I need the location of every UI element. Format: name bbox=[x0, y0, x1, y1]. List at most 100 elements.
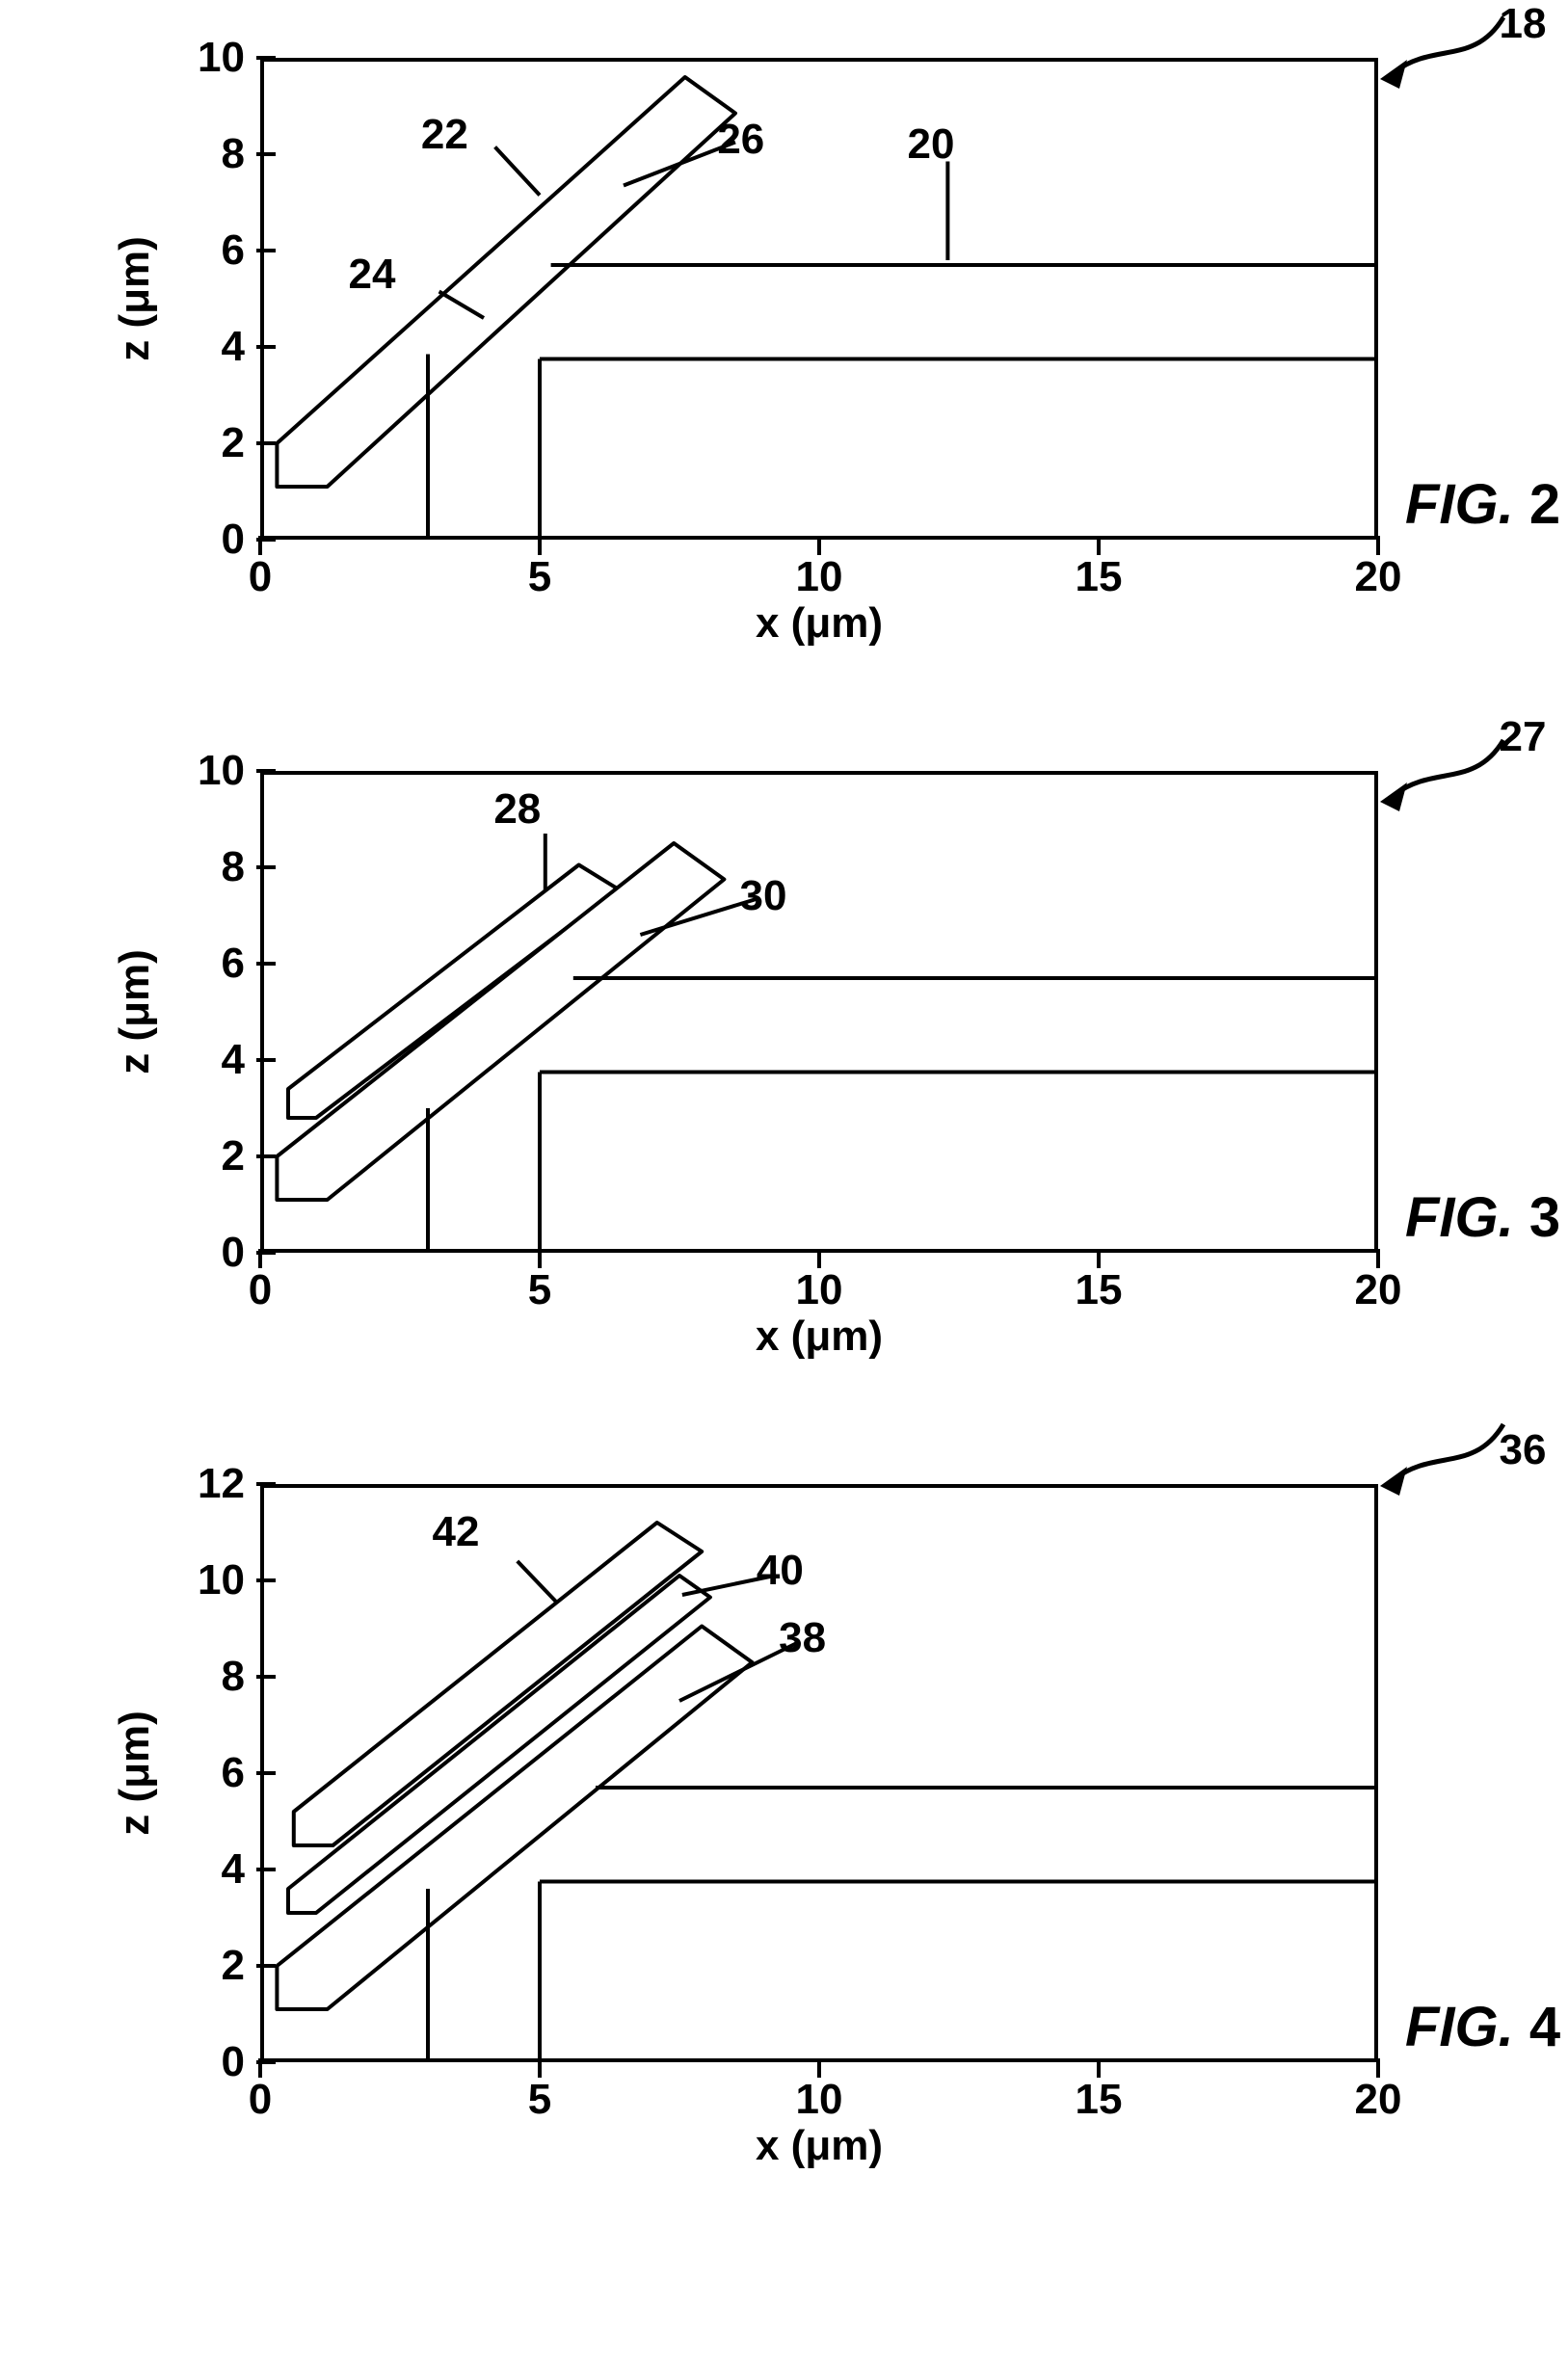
y-tick-label: 0 bbox=[222, 2038, 245, 2086]
figure-caption: FIG. 4 bbox=[1405, 1995, 1560, 2059]
ref-arrow-leader bbox=[1395, 1424, 1503, 1478]
x-tick-label: 0 bbox=[249, 2076, 272, 2124]
y-tick bbox=[256, 1771, 276, 1775]
figure-page: 051015200246810x (μm)z (μm)2226242018FIG… bbox=[19, 39, 1568, 2188]
figure-caption-number: 2 bbox=[1529, 473, 1560, 536]
x-tick-label: 10 bbox=[796, 553, 843, 601]
callout-number: 26 bbox=[717, 116, 764, 164]
y-tick bbox=[256, 865, 276, 869]
x-tick bbox=[817, 536, 821, 555]
figure-ref-number: 18 bbox=[1500, 0, 1547, 48]
y-tick-label: 2 bbox=[222, 419, 245, 467]
y-axis-label: z (μm) bbox=[111, 1710, 159, 1836]
figure-caption-prefix: FIG. bbox=[1405, 1996, 1529, 2058]
ref-arrow-head bbox=[1380, 60, 1407, 89]
x-tick-label: 5 bbox=[528, 553, 551, 601]
x-tick-label: 10 bbox=[796, 2076, 843, 2124]
callout-number: 42 bbox=[433, 1508, 480, 1556]
x-tick-label: 0 bbox=[249, 553, 272, 601]
ref-arrow-leader bbox=[1395, 740, 1503, 794]
figure-caption-number: 4 bbox=[1529, 1996, 1560, 2058]
y-tick bbox=[256, 962, 276, 966]
x-tick bbox=[538, 536, 542, 555]
y-tick-label: 8 bbox=[222, 843, 245, 891]
y-tick bbox=[256, 1058, 276, 1062]
y-tick bbox=[256, 1482, 276, 1486]
y-axis-label: z (μm) bbox=[111, 949, 159, 1074]
y-tick bbox=[256, 441, 276, 445]
callout-number: 38 bbox=[779, 1614, 826, 1662]
x-tick-label: 15 bbox=[1076, 1266, 1123, 1314]
ref-arrow-head bbox=[1380, 782, 1407, 811]
x-tick-label: 20 bbox=[1355, 1266, 1402, 1314]
callout-number: 40 bbox=[757, 1547, 804, 1595]
y-tick bbox=[256, 1675, 276, 1679]
y-tick bbox=[256, 152, 276, 156]
y-tick-label: 8 bbox=[222, 130, 245, 178]
x-tick bbox=[1097, 1249, 1101, 1268]
y-tick bbox=[256, 249, 276, 252]
x-tick bbox=[538, 2058, 542, 2078]
figure-caption-number: 3 bbox=[1529, 1186, 1560, 1249]
callout-number: 20 bbox=[908, 120, 955, 169]
callout-number: 24 bbox=[349, 251, 396, 299]
plot-area bbox=[260, 771, 1378, 1253]
x-tick bbox=[817, 1249, 821, 1268]
y-tick-label: 0 bbox=[222, 1229, 245, 1277]
y-tick bbox=[256, 2060, 276, 2064]
callout-number: 30 bbox=[740, 872, 787, 920]
figure-caption: FIG. 2 bbox=[1405, 472, 1560, 537]
figure-ref-number: 36 bbox=[1500, 1426, 1547, 1474]
y-tick-label: 10 bbox=[198, 1556, 245, 1604]
x-tick bbox=[1097, 2058, 1101, 2078]
y-tick bbox=[256, 769, 276, 773]
figure-ref-number: 27 bbox=[1500, 713, 1547, 761]
callout-number: 28 bbox=[493, 785, 541, 834]
x-axis-label: x (μm) bbox=[756, 1313, 883, 1361]
y-tick-label: 6 bbox=[222, 226, 245, 275]
y-tick bbox=[256, 538, 276, 542]
y-tick-label: 10 bbox=[198, 34, 245, 82]
figure-caption-prefix: FIG. bbox=[1405, 473, 1529, 536]
figure-panel: 051015200246810x (μm)z (μm)283027FIG. 3 bbox=[19, 752, 1568, 1378]
x-tick-label: 15 bbox=[1076, 2076, 1123, 2124]
figure-panel: 051015200246810x (μm)z (μm)2226242018FIG… bbox=[19, 39, 1568, 665]
x-tick-label: 5 bbox=[528, 2076, 551, 2124]
x-tick bbox=[538, 1249, 542, 1268]
y-tick bbox=[256, 56, 276, 60]
x-tick-label: 10 bbox=[796, 1266, 843, 1314]
y-tick-label: 4 bbox=[222, 323, 245, 371]
callout-number: 22 bbox=[421, 111, 468, 159]
figure-panel: 05101520024681012x (μm)z (μm)42403836FIG… bbox=[19, 1465, 1568, 2188]
figure-caption: FIG. 3 bbox=[1405, 1185, 1560, 1250]
x-tick-label: 5 bbox=[528, 1266, 551, 1314]
y-tick-label: 2 bbox=[222, 1132, 245, 1180]
y-tick bbox=[256, 1251, 276, 1255]
x-tick bbox=[817, 2058, 821, 2078]
y-axis-label: z (μm) bbox=[111, 236, 159, 361]
x-tick bbox=[1376, 2058, 1380, 2078]
y-tick-label: 4 bbox=[222, 1845, 245, 1894]
x-tick-label: 20 bbox=[1355, 553, 1402, 601]
x-tick bbox=[1376, 536, 1380, 555]
y-tick bbox=[256, 1964, 276, 1968]
x-tick bbox=[1097, 536, 1101, 555]
x-tick bbox=[1376, 1249, 1380, 1268]
ref-arrow-head bbox=[1380, 1467, 1407, 1496]
y-tick bbox=[256, 1578, 276, 1582]
y-tick bbox=[256, 1868, 276, 1871]
y-tick-label: 8 bbox=[222, 1653, 245, 1701]
y-tick-label: 6 bbox=[222, 940, 245, 988]
y-tick-label: 10 bbox=[198, 747, 245, 795]
x-axis-label: x (μm) bbox=[756, 599, 883, 648]
x-tick-label: 15 bbox=[1076, 553, 1123, 601]
figure-caption-prefix: FIG. bbox=[1405, 1186, 1529, 1249]
y-tick bbox=[256, 345, 276, 349]
x-tick-label: 0 bbox=[249, 1266, 272, 1314]
y-tick-label: 2 bbox=[222, 1942, 245, 1990]
ref-arrow-leader bbox=[1395, 17, 1503, 71]
x-tick-label: 20 bbox=[1355, 2076, 1402, 2124]
plot-area bbox=[260, 1484, 1378, 2062]
y-tick-label: 4 bbox=[222, 1036, 245, 1084]
y-tick-label: 12 bbox=[198, 1460, 245, 1508]
